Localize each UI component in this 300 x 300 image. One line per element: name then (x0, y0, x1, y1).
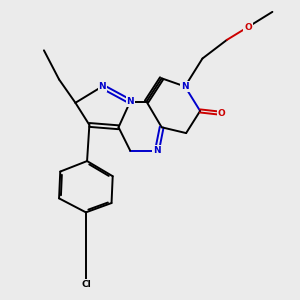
Text: O: O (217, 109, 225, 118)
Text: N: N (153, 146, 161, 155)
Text: N: N (126, 97, 134, 106)
Text: O: O (244, 22, 252, 32)
Text: N: N (181, 82, 189, 91)
Text: N: N (98, 82, 106, 91)
Text: Cl: Cl (81, 280, 91, 289)
